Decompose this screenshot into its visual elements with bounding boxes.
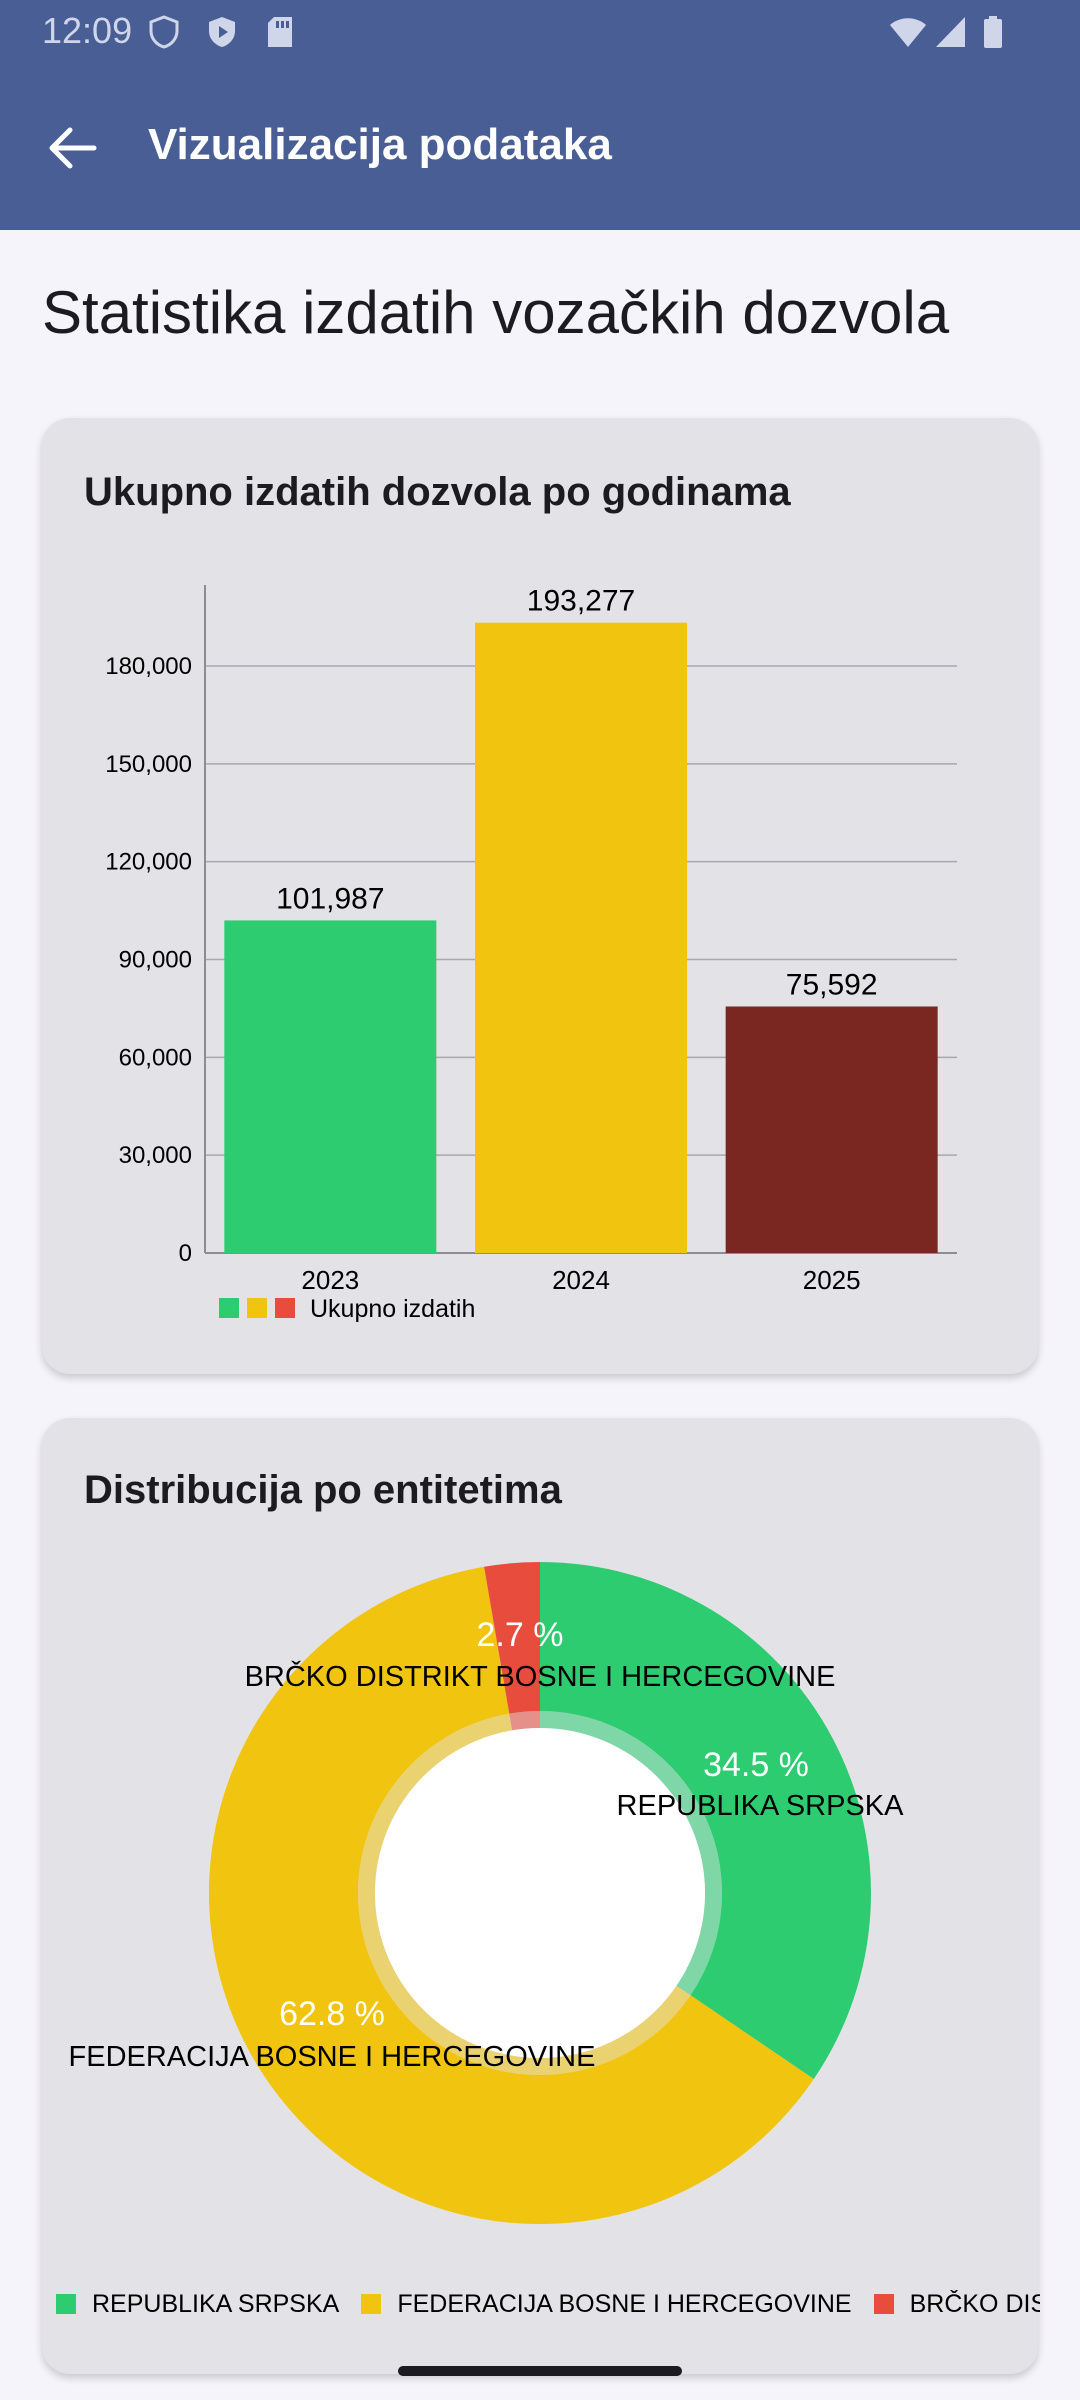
pie-legend-label: REPUBLIKA SRPSKA: [92, 2290, 339, 2318]
bar-chart-title: Ukupno izdatih dozvola po godinama: [84, 470, 791, 515]
pie-legend-swatch: [874, 2294, 894, 2314]
arrow-back-icon[interactable]: [30, 106, 114, 190]
pie-legend-item: FEDERACIJA BOSNE I HERCEGOVINE: [361, 2290, 851, 2319]
pie-legend-swatch: [56, 2294, 76, 2314]
app-bar-title: Vizualizacija podataka: [148, 120, 612, 170]
pie-chart-legend: REPUBLIKA SRPSKA FEDERACIJA BOSNE I HERCE…: [56, 2290, 1040, 2330]
wifi-icon: [888, 14, 928, 50]
app-bar: Vizualizacija podataka: [0, 62, 1080, 230]
battery-icon: [982, 14, 1004, 50]
shield-outline-icon: [146, 14, 182, 50]
pie-legend-label: BRČKO DISTRIKT BOSNE I HERCEGOVINE: [910, 2290, 1040, 2318]
shield-play-icon: [204, 14, 240, 50]
sd-card-icon: [264, 14, 296, 50]
pie-chart-title: Distribucija po entitetima: [84, 1468, 562, 1513]
gesture-nav-handle[interactable]: [398, 2366, 682, 2376]
pie-chart-card: Distribucija po entitetima: [42, 1418, 1038, 2374]
pie-legend-item: BRČKO DISTRIKT BOSNE I HERCEGOVINE: [874, 2290, 1040, 2319]
page-title: Statistika izdatih vozačkih dozvola: [42, 278, 949, 347]
bar-chart-card: Ukupno izdatih dozvola po godinama: [42, 418, 1038, 1374]
status-time: 12:09: [42, 10, 132, 52]
status-bar: 12:09: [0, 0, 1080, 62]
pie-legend-label: FEDERACIJA BOSNE I HERCEGOVINE: [397, 2290, 851, 2318]
pie-legend-item: REPUBLIKA SRPSKA: [56, 2290, 339, 2319]
cellular-signal-icon: [934, 14, 968, 50]
pie-legend-swatch: [361, 2294, 381, 2314]
